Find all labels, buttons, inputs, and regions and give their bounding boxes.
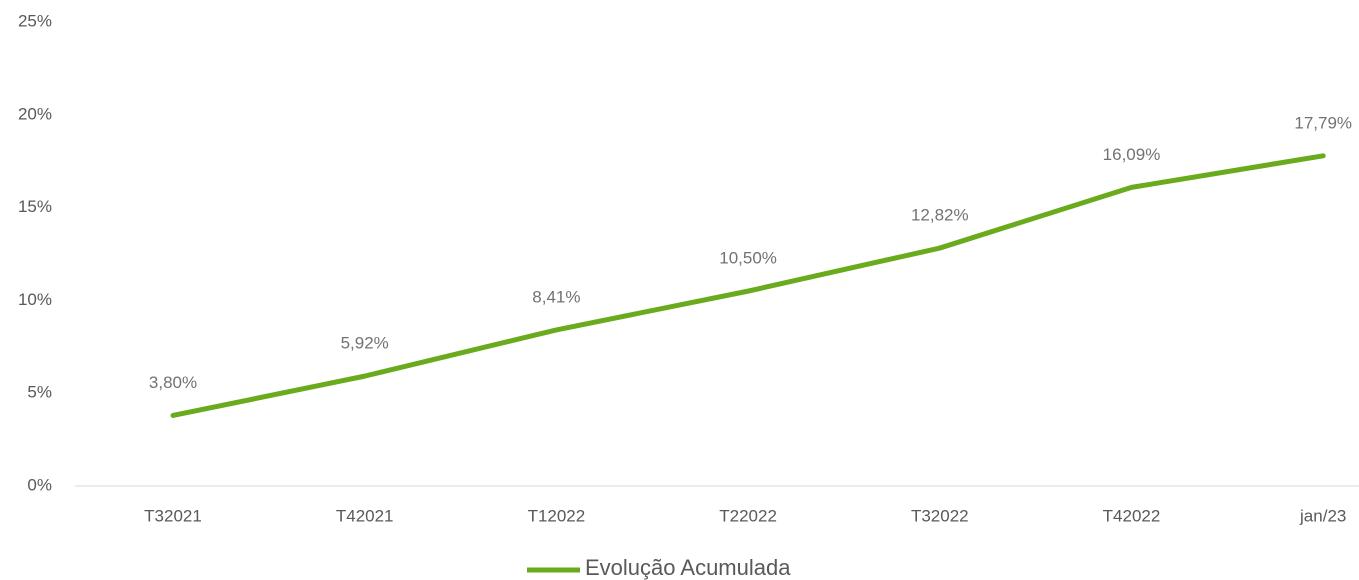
data-label: 17,79%: [1294, 113, 1352, 132]
x-tick-label: T32021: [144, 506, 202, 525]
y-tick-label: 20%: [18, 104, 52, 123]
y-tick-label: 10%: [18, 290, 52, 309]
x-tick-label: T42021: [336, 506, 394, 525]
data-label: 10,50%: [719, 249, 777, 268]
y-tick-label: 0%: [27, 475, 52, 494]
data-label: 8,41%: [532, 287, 580, 306]
data-label: 16,09%: [1103, 145, 1161, 164]
x-tick-label: T32022: [911, 506, 969, 525]
legend-label: Evolução Acumulada: [585, 555, 791, 580]
x-tick-label: T12022: [528, 506, 586, 525]
y-tick-label: 15%: [18, 197, 52, 216]
series-line: [170, 153, 1326, 418]
data-label: 3,80%: [149, 373, 197, 392]
x-tick-label: T22022: [719, 506, 777, 525]
x-tick-label: T42022: [1103, 506, 1161, 525]
x-tick-label: jan/23: [1299, 506, 1346, 525]
y-tick-label: 25%: [18, 11, 52, 30]
data-label: 5,92%: [341, 334, 389, 353]
data-label: 12,82%: [911, 206, 969, 225]
y-tick-label: 5%: [27, 383, 52, 402]
